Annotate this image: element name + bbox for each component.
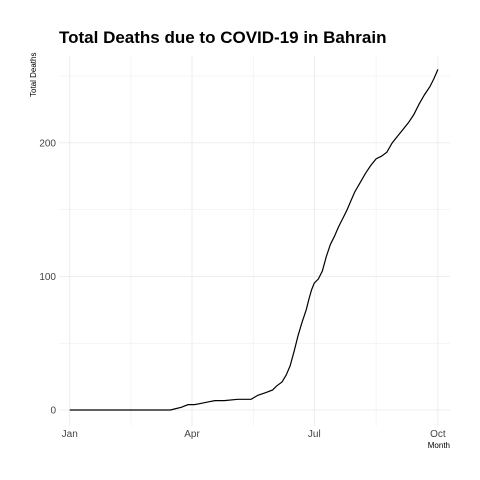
grid-minor — [59, 56, 450, 426]
x-tick-label: Apr — [184, 429, 200, 440]
y-tick-labels: 0 100 200 — [39, 138, 56, 416]
y-axis-label: Total Deaths — [29, 53, 38, 97]
x-tick-label: Jan — [62, 429, 78, 440]
x-tick-labels: Jan Apr Jul Oct — [62, 429, 446, 440]
x-axis-label: Month — [428, 441, 450, 450]
y-tick-label: 100 — [39, 272, 56, 283]
series-line-total-deaths — [69, 69, 439, 411]
x-tick-label: Jul — [308, 429, 321, 440]
y-tick-label: 0 — [50, 405, 56, 416]
y-tick-label: 200 — [39, 138, 56, 149]
grid-major — [59, 56, 450, 426]
chart-title: Total Deaths due to COVID-19 in Bahrain — [59, 28, 386, 47]
x-tick-label: Oct — [430, 429, 446, 440]
